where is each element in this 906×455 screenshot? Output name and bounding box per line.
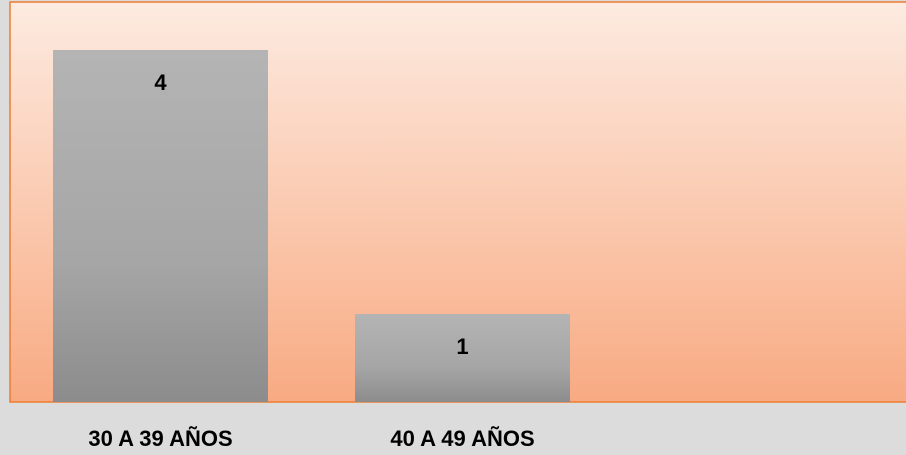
bar-2 — [355, 314, 570, 402]
bars-layer: 41 — [53, 50, 570, 402]
labels-layer: 30 A 39 AÑOS 40 A 49 AÑOS — [88, 426, 534, 451]
category-label-1: 30 A 39 AÑOS — [88, 426, 232, 451]
bar-1 — [53, 50, 268, 402]
bar-value-label-2: 1 — [456, 334, 468, 359]
category-label-2: 40 A 49 AÑOS — [390, 426, 534, 451]
bar-value-label-1: 4 — [154, 70, 167, 95]
